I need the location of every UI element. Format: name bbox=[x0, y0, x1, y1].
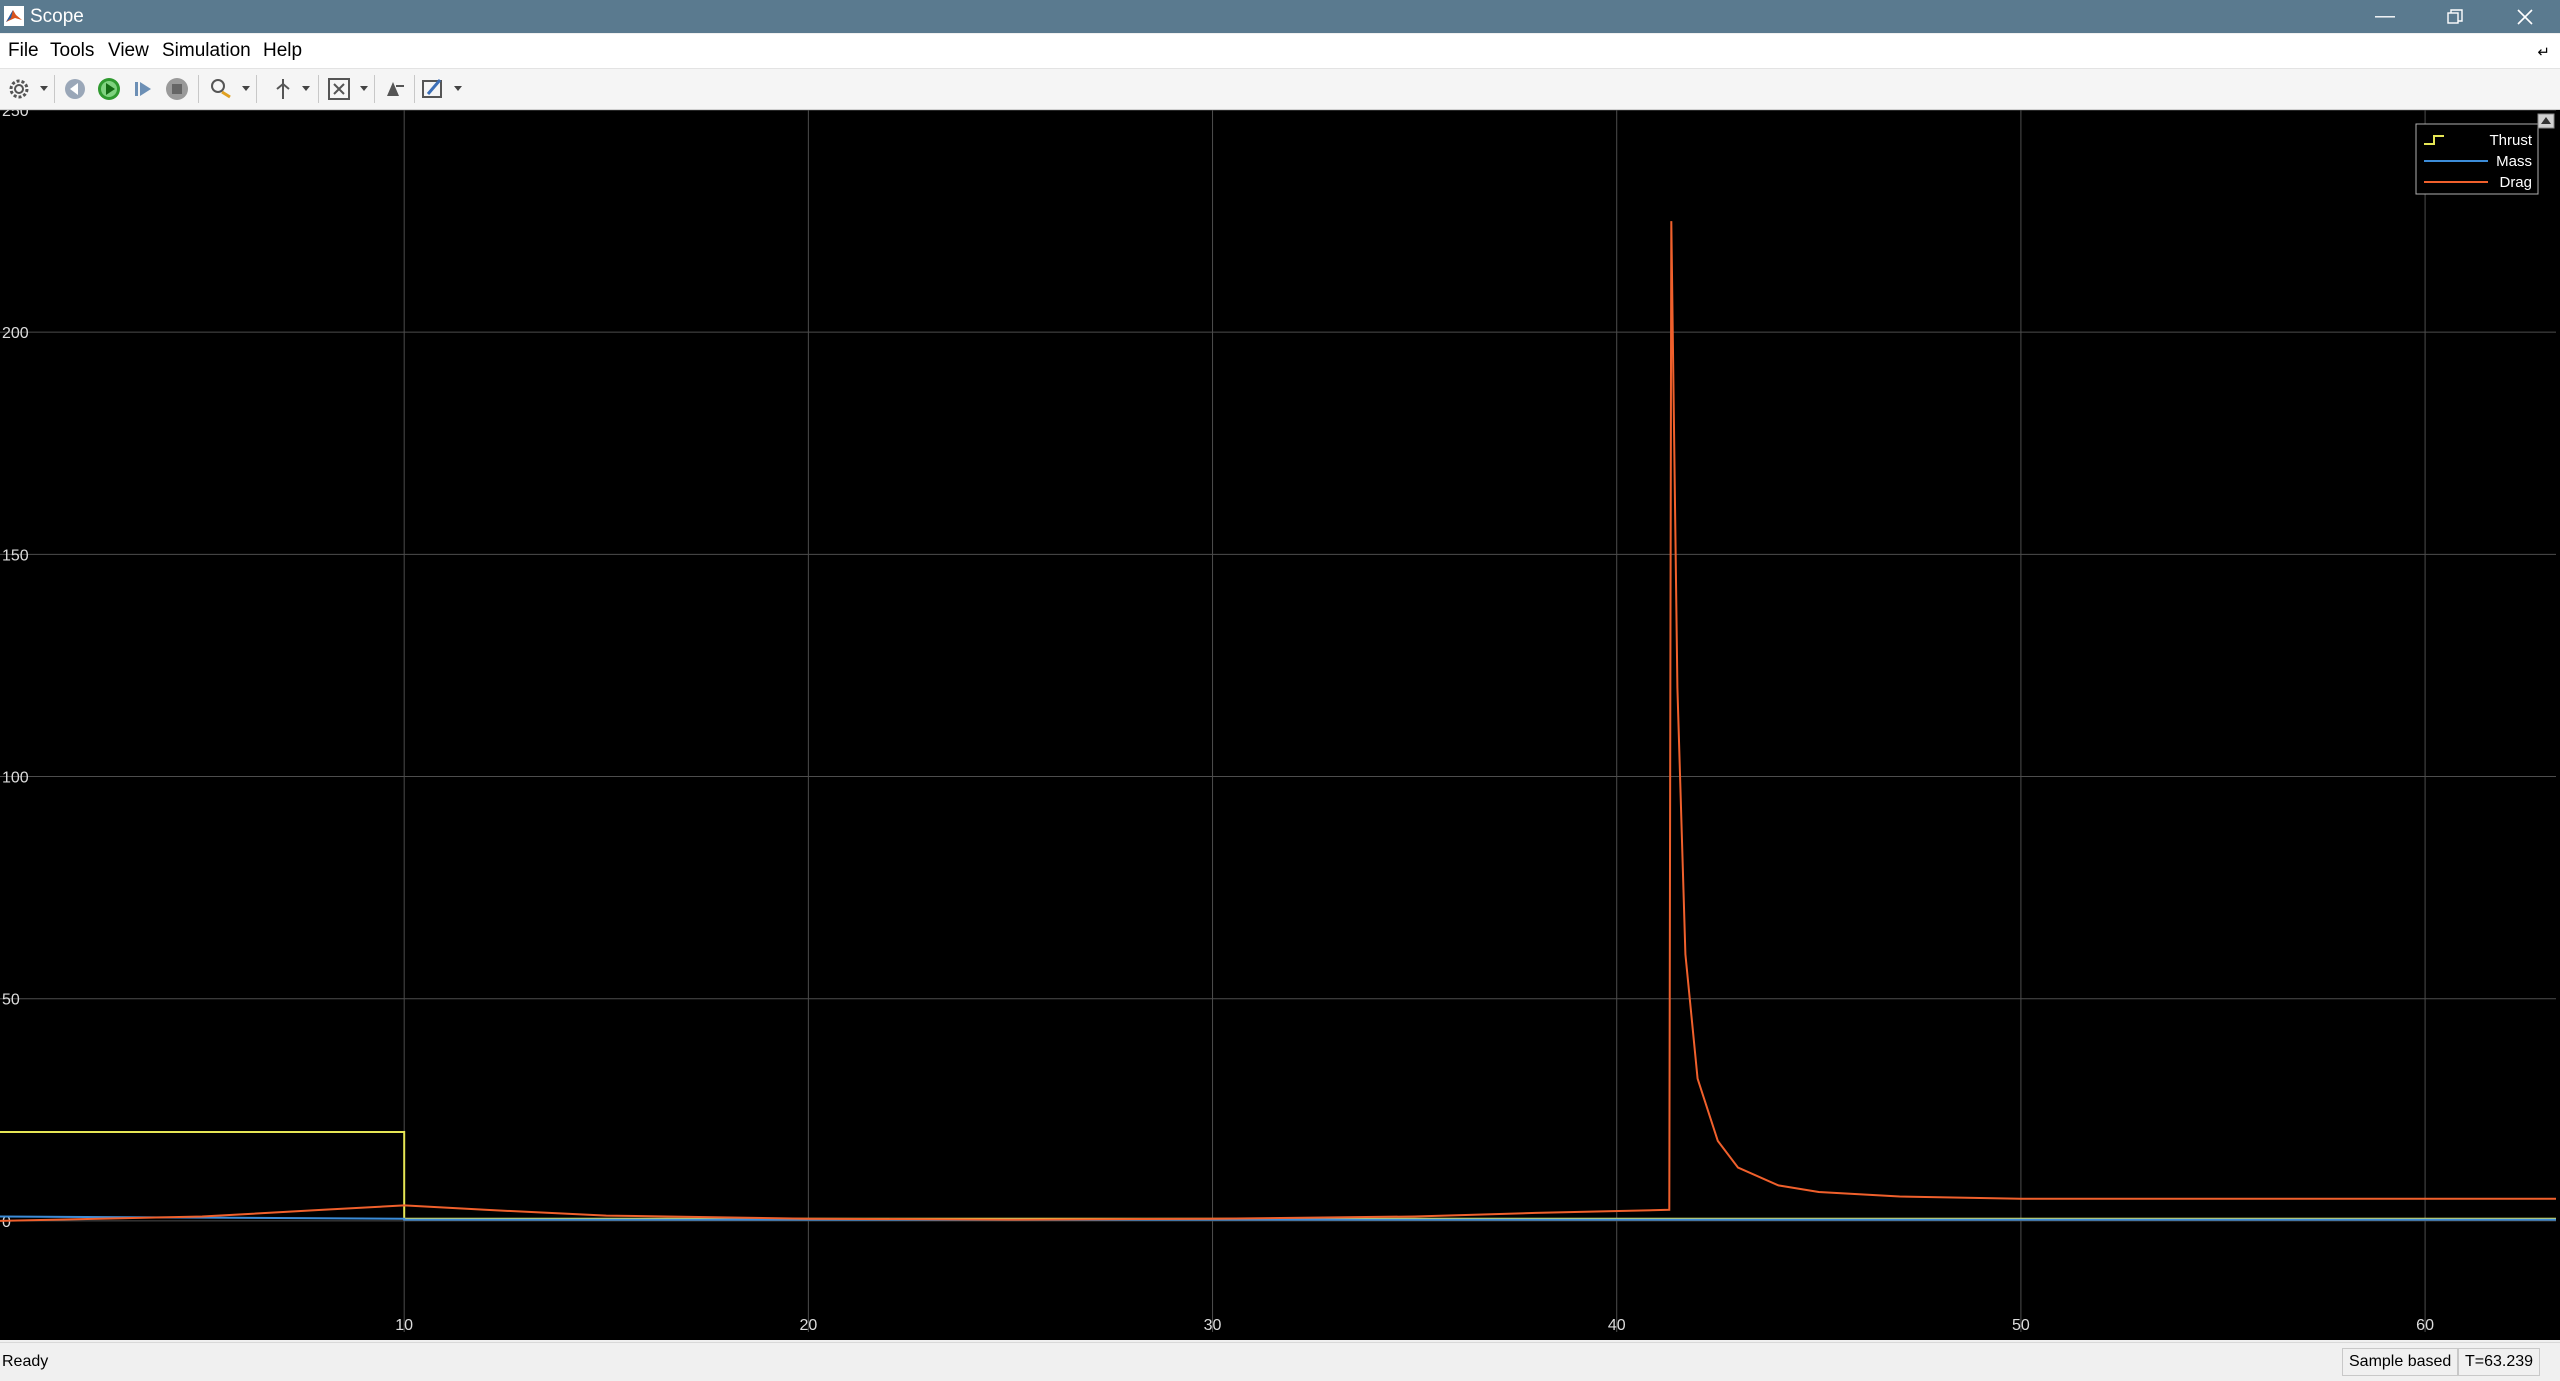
signal-export-icon[interactable] bbox=[382, 76, 408, 102]
highlight-dropdown-arrow-icon[interactable] bbox=[242, 86, 250, 91]
series-line-drag bbox=[0, 221, 2556, 1222]
x-tick-label: 20 bbox=[799, 1317, 817, 1334]
toolbar bbox=[0, 69, 2560, 110]
x-tick-label: 50 bbox=[2012, 1317, 2030, 1334]
scope-plot[interactable]: 10 20 30 40 50 60 0 50 100 150 200 250 Thrust Mass Dr… bbox=[0, 110, 2560, 1340]
zoom-fit-icon[interactable] bbox=[326, 76, 352, 102]
menu-file[interactable]: File bbox=[8, 40, 39, 61]
toolbar-separator bbox=[256, 75, 257, 103]
plot-background bbox=[0, 110, 2560, 1340]
toolbar-separator bbox=[198, 75, 199, 103]
undock-icon[interactable]: ↵ bbox=[2537, 44, 2550, 61]
y-tick-label: 200 bbox=[2, 325, 29, 342]
settings-gear-icon[interactable] bbox=[6, 76, 32, 102]
style-dropdown-arrow-icon[interactable] bbox=[454, 86, 462, 91]
minimize-icon[interactable]: — bbox=[2375, 5, 2395, 27]
toolbar-separator bbox=[54, 75, 55, 103]
stop-icon[interactable] bbox=[164, 76, 190, 102]
legend-label: Mass bbox=[2496, 153, 2532, 170]
menu-view[interactable]: View bbox=[108, 40, 149, 61]
menu-bar: File Tools View Simulation Help ↵ bbox=[0, 34, 2560, 69]
x-tick-label: 40 bbox=[1608, 1317, 1626, 1334]
sample-mode-indicator: Sample based bbox=[2342, 1348, 2459, 1376]
status-bar: Ready Sample based T=63.239 bbox=[0, 1342, 2560, 1381]
y-tick-label: 250 bbox=[2, 110, 29, 120]
series-lines bbox=[0, 221, 2556, 1222]
grid-lines bbox=[0, 110, 2556, 1332]
toolbar-separator bbox=[374, 75, 375, 103]
y-tick-label: 150 bbox=[2, 547, 29, 564]
x-tick-label: 30 bbox=[1204, 1317, 1222, 1334]
style-edit-icon[interactable] bbox=[420, 76, 446, 102]
x-tick-label: 60 bbox=[2416, 1317, 2434, 1334]
run-icon[interactable] bbox=[96, 76, 122, 102]
menu-tools[interactable]: Tools bbox=[50, 40, 95, 61]
step-back-icon[interactable] bbox=[62, 76, 88, 102]
y-tick-label: 0 bbox=[2, 1214, 11, 1231]
simulation-time: T=63.239 bbox=[2458, 1348, 2541, 1376]
toolbar-separator bbox=[414, 75, 415, 103]
title-bar: Scope — bbox=[0, 0, 2560, 33]
x-tick-label: 10 bbox=[395, 1317, 413, 1334]
menu-help[interactable]: Help bbox=[263, 40, 303, 61]
tick-labels: 10 20 30 40 50 60 0 50 100 150 200 250 bbox=[2, 110, 2434, 1334]
zoom-dropdown-arrow-icon[interactable] bbox=[360, 86, 368, 91]
legend-label: Drag bbox=[2499, 174, 2532, 191]
settings-dropdown-arrow-icon[interactable] bbox=[40, 86, 48, 91]
legend-label: Thrust bbox=[2489, 132, 2532, 149]
matlab-logo-icon bbox=[4, 6, 24, 26]
legend-swatch bbox=[2424, 135, 2444, 145]
step-forward-icon[interactable] bbox=[130, 76, 156, 102]
menu-simulation[interactable]: Simulation bbox=[162, 40, 251, 61]
series-line-mass bbox=[0, 1215, 2556, 1221]
toolbar-separator bbox=[318, 75, 319, 103]
restore-icon[interactable] bbox=[2420, 0, 2490, 33]
axes-expand-icon[interactable] bbox=[2537, 113, 2555, 129]
status-text: Ready bbox=[2, 1353, 49, 1370]
window-title: Scope bbox=[30, 6, 84, 27]
cursor-dropdown-arrow-icon[interactable] bbox=[302, 86, 310, 91]
legend[interactable]: Thrust Mass Drag bbox=[2415, 123, 2539, 195]
y-tick-label: 50 bbox=[2, 992, 20, 1009]
y-tick-label: 100 bbox=[2, 770, 29, 787]
close-icon[interactable] bbox=[2490, 0, 2560, 33]
cursor-icon[interactable] bbox=[270, 76, 296, 102]
highlight-icon[interactable] bbox=[208, 76, 234, 102]
